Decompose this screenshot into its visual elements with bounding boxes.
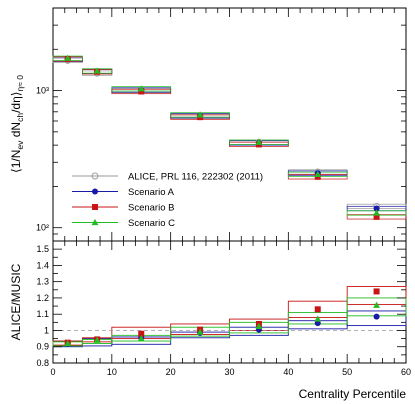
top-y-axis-title: ⟨1/Nev dNch/dη⟩η≈ 0 (9, 75, 25, 173)
top-point-2-2 (138, 88, 145, 95)
bottom-point-2-5 (314, 315, 322, 322)
legend-label-0: ALICE, PRL 116, 222302 (2011) (128, 172, 263, 183)
bottom-xtick-label-1: 10 (107, 367, 117, 377)
bottom-point-2-1 (93, 336, 101, 343)
bottom-point-2-6 (373, 301, 380, 308)
legend-marker-1 (92, 188, 98, 195)
top-point-3-0 (64, 54, 72, 61)
x-axis-title: Centrality Percentile (299, 387, 407, 401)
bottom-markers (64, 288, 380, 347)
top-point-3-1 (93, 67, 101, 74)
bottom-xtick-label-4: 40 (283, 367, 293, 377)
legend-marker-3 (91, 218, 99, 226)
bottom-xtick-label-0: 0 (50, 367, 55, 377)
bottom-point-1-2 (138, 330, 145, 337)
legend-label-1: Scenario A (128, 187, 175, 198)
bottom-point-2-3 (196, 328, 204, 335)
bottom-ytick-label-1: 0.9 (36, 342, 49, 352)
top-ytick-label-0: 10² (36, 223, 49, 233)
bottom-point-2-2 (137, 335, 145, 342)
bottom-point-1-5 (314, 306, 321, 313)
legend-marker-0 (91, 172, 99, 180)
top-point-3-4 (255, 138, 263, 145)
bottom-ytick-label-0: 0.8 (36, 358, 49, 368)
bottom-plot-frame (52, 240, 407, 364)
top-ytick-label-1: 10³ (36, 86, 49, 96)
bottom-ytick-label-6: 1.4 (36, 260, 49, 270)
bottom-point-1-6 (373, 288, 380, 295)
bottom-y-axis-title: ALICE/MUSIC (9, 263, 23, 340)
legend: ALICE, PRL 116, 222302 (2011) Scenario A S… (72, 172, 263, 229)
bottom-ytick-label-5: 1.3 (36, 277, 49, 287)
bottom-panel: 0.8 0.9 1 1.1 1.2 1.3 1.4 1.5 0 10 20 30 40 50 60 ALIC… (9, 240, 411, 401)
bottom-point-0-6 (373, 313, 380, 320)
bottom-ytick-label-2: 1 (44, 325, 49, 335)
top-panel: 10² 10³ ⟨1/Nev dNch/dη⟩η≈ 0 ALICE, PRL 11… (9, 7, 407, 242)
bottom-ytick-label-7: 1.5 (36, 244, 49, 254)
top-point-3-5 (314, 170, 322, 177)
top-point-3-2 (137, 85, 145, 92)
top-point-2-6 (373, 213, 380, 220)
bottom-point-2-0 (64, 339, 72, 347)
top-markers (64, 54, 381, 220)
legend-marker-2 (92, 204, 98, 210)
top-point-3-3 (196, 111, 204, 118)
top-point-3-6 (373, 209, 380, 216)
top-ticks: 10² 10³ (36, 7, 407, 242)
bottom-ticks: 0.8 0.9 1 1.1 1.2 1.3 1.4 1.5 0 10 20 30 40 50 60 (36, 240, 411, 377)
bottom-xtick-label-3: 30 (224, 367, 234, 377)
bottom-point-2-4 (255, 322, 263, 329)
legend-label-3: Scenario C (128, 218, 175, 229)
top-plot-frame (52, 7, 407, 242)
bottom-ytick-label-3: 1.1 (36, 309, 49, 319)
top-point-1-6 (373, 205, 380, 212)
bottom-xtick-label-2: 20 (166, 367, 176, 377)
bottom-xtick-label-6: 60 (401, 367, 411, 377)
bottom-ytick-label-4: 1.2 (36, 293, 49, 303)
bottom-xtick-label-5: 50 (342, 367, 352, 377)
legend-label-2: Scenario B (128, 203, 174, 214)
